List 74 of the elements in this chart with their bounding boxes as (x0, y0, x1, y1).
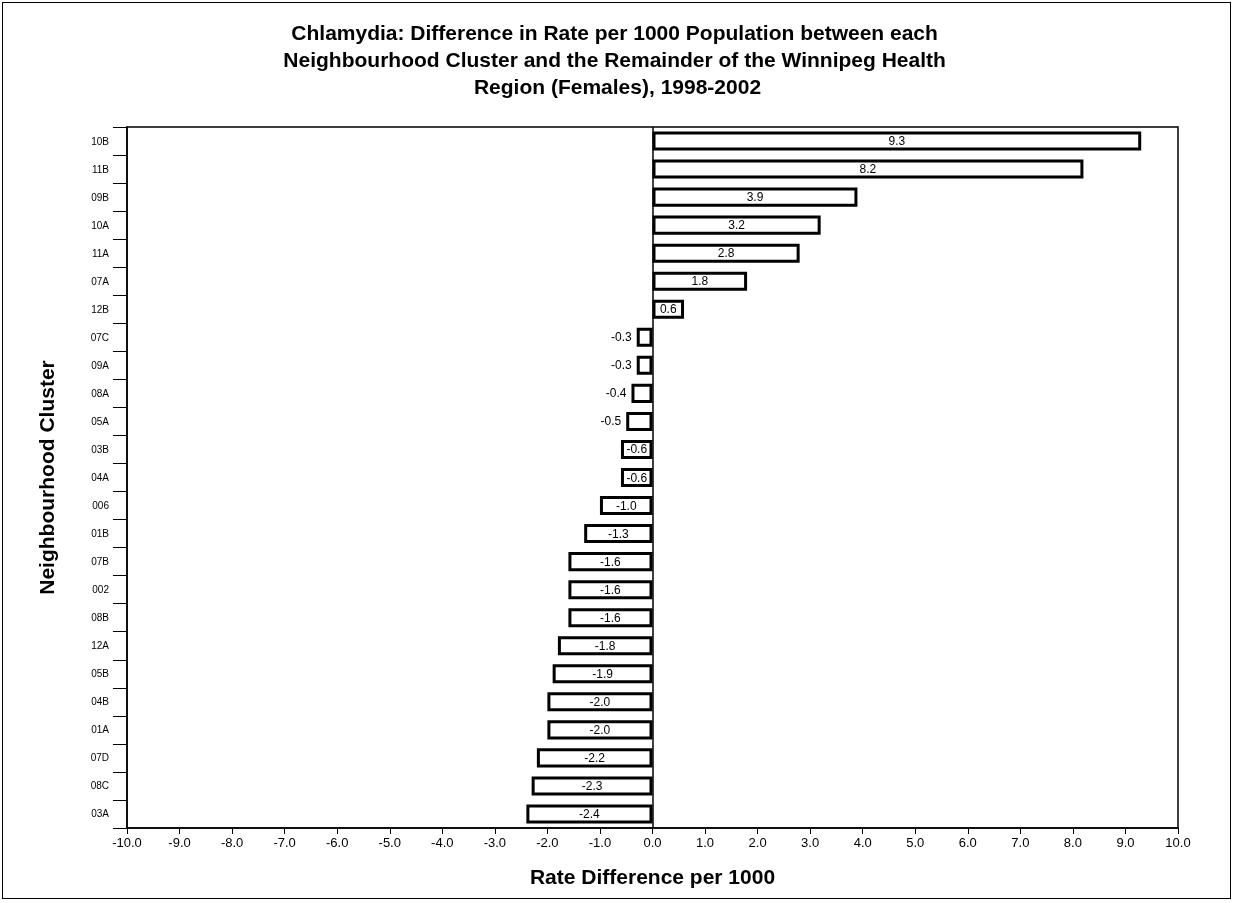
x-tick-label: 3.0 (801, 835, 820, 850)
data-label: -1.3 (608, 526, 629, 541)
y-tick-label: 07B (91, 556, 110, 568)
data-label: 9.3 (888, 134, 906, 149)
x-axis-title: Rate Difference per 1000 (529, 865, 776, 888)
y-tick-label: 002 (92, 584, 110, 596)
x-tick-label: -2.0 (536, 835, 559, 850)
data-label: -1.6 (600, 610, 622, 625)
data-label: -1.0 (615, 498, 637, 513)
x-tick-label: 1.0 (696, 835, 715, 850)
data-label: -0.4 (605, 386, 627, 401)
y-tick-label: 04A (91, 472, 110, 483)
y-tick-label: 09A (91, 359, 110, 371)
data-label: -0.6 (626, 442, 648, 457)
y-tick-label: 10A (91, 219, 110, 231)
x-tick-label: -7.0 (273, 835, 296, 850)
y-tick-label: 10B (91, 135, 110, 147)
y-tick-label: 11A (91, 247, 110, 259)
data-label: -1.9 (592, 666, 614, 681)
x-tick-label: 4.0 (853, 835, 872, 850)
data-label: 3.2 (728, 218, 746, 233)
data-label: -1.6 (600, 554, 622, 569)
data-label: -2.0 (589, 722, 611, 737)
y-tick-label: 12A (91, 640, 110, 652)
x-tick-label: -3.0 (483, 835, 507, 850)
y-tick-label: 08A (91, 387, 110, 399)
y-tick-label: 09B (91, 191, 110, 203)
x-tick-label: -1.0 (588, 835, 612, 850)
y-tick-label: 05B (91, 668, 110, 680)
x-tick-label: 2.0 (748, 835, 767, 850)
x-tick-label: -9.0 (168, 835, 191, 850)
y-tick-label: 04B (91, 696, 110, 708)
x-tick-label: -8.0 (220, 835, 244, 850)
data-label: -2.2 (584, 750, 606, 765)
y-tick-label: 07A (91, 275, 110, 287)
y-tick-label: 03B (91, 443, 110, 455)
x-tick-label: -10.0 (112, 835, 142, 850)
x-tick-label: -6.0 (326, 835, 349, 850)
data-label: -0.5 (600, 414, 622, 429)
x-tick-label: -5.0 (378, 835, 401, 850)
y-axis-title: Neighbourhood Cluster (35, 360, 58, 595)
x-tick-label: 7.0 (1011, 835, 1030, 850)
y-tick-label: 12B (91, 303, 110, 315)
data-label: -2.0 (589, 694, 611, 709)
y-tick-label: 05A (91, 415, 110, 427)
data-label: -1.6 (600, 582, 622, 597)
data-label: -1.8 (594, 638, 616, 653)
x-tick-label: 5.0 (906, 835, 925, 850)
chart-title: Chlamydia: Difference in Rate per 1000 Population between each Neighbourhood Cluster and the Remainder of the Winnipeg Health Region (Females), 1998-2002 (283, 21, 952, 98)
x-tick-label: 0.0 (643, 835, 662, 850)
y-tick-label: 01B (91, 528, 110, 540)
y-tick-label: 006 (92, 500, 110, 512)
x-tick-label: 10.0 (1165, 835, 1191, 850)
data-label: -0.3 (611, 330, 633, 345)
data-label: -0.3 (611, 358, 633, 373)
data-label: 0.6 (659, 302, 677, 317)
data-label: 3.9 (746, 190, 764, 205)
x-tick-label: 8.0 (1063, 835, 1082, 850)
data-label: -2.4 (579, 806, 601, 821)
y-tick-label: 07D (90, 752, 109, 764)
data-label: 2.8 (717, 246, 735, 261)
data-label: 1.8 (691, 274, 709, 289)
y-tick-label: 07C (90, 331, 109, 343)
x-tick-label: 6.0 (958, 835, 977, 850)
data-label: -2.3 (581, 778, 603, 793)
y-tick-label: 01A (91, 724, 110, 736)
x-tick-label: 9.0 (1116, 835, 1135, 850)
y-tick-label: 08C (90, 780, 109, 792)
data-label: 8.2 (859, 162, 877, 177)
y-tick-label: 08B (91, 612, 110, 624)
y-tick-label: 03A (91, 808, 110, 820)
x-tick-label: -4.0 (431, 835, 454, 850)
data-label: -0.6 (626, 470, 648, 485)
y-tick-label: 11B (91, 163, 110, 175)
